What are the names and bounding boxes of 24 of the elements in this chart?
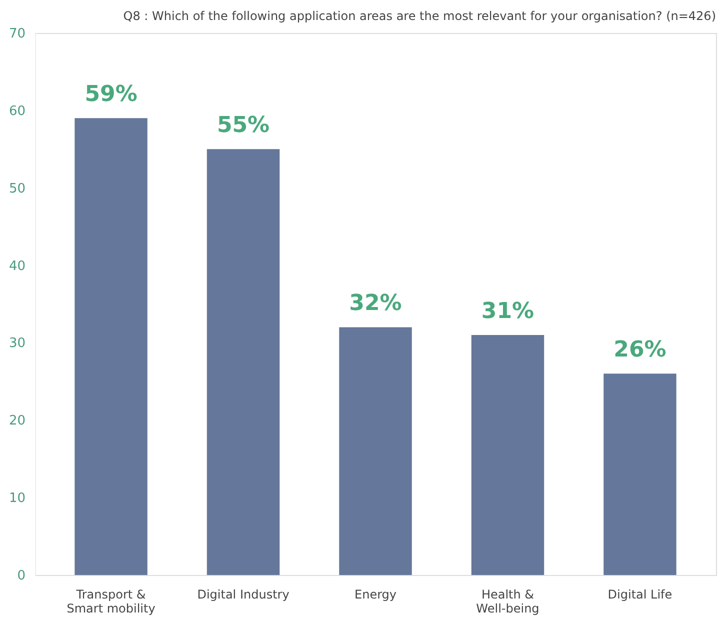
bar — [74, 118, 148, 575]
x-tick-label: Energy — [354, 588, 397, 602]
bar — [206, 149, 280, 575]
bar — [604, 374, 676, 575]
data-label: 55% — [216, 113, 270, 138]
y-tick-label: 10 — [8, 491, 26, 506]
y-tick-label: 50 — [8, 181, 26, 196]
bar — [471, 334, 544, 575]
bar — [339, 327, 412, 575]
y-tick-label: 20 — [8, 414, 26, 429]
x-tick-label: Digital Industry — [197, 588, 290, 602]
y-tick-label: 70 — [8, 26, 26, 42]
y-tick-label: 60 — [8, 104, 26, 119]
y-tick-label: 0 — [17, 568, 26, 584]
data-label: 26% — [614, 338, 666, 363]
data-label: 31% — [481, 298, 534, 324]
x-tick-label: Transport & Smart mobility — [66, 588, 156, 616]
x-tick-label: Health & Well-being — [476, 588, 540, 616]
x-tick-label: Digital Life — [608, 588, 672, 602]
data-label: 59% — [84, 82, 138, 108]
data-label: 32% — [349, 291, 402, 316]
chart-title: Q8 : Which of the following application areas are the most relevant for your organisation? (n=426) — [123, 9, 716, 23]
y-tick-label: 40 — [8, 258, 26, 274]
y-tick-label: 30 — [8, 336, 26, 352]
